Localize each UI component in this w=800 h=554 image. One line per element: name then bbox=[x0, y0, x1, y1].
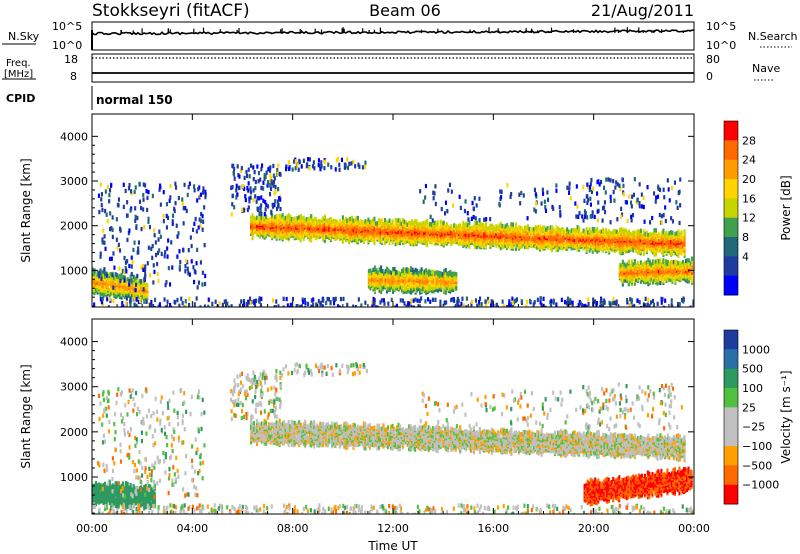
colorbar-tick-label: −25 bbox=[742, 421, 765, 434]
colorbar-segment bbox=[724, 159, 738, 180]
nsky-series bbox=[91, 29, 695, 36]
colorbar-frame bbox=[723, 120, 739, 296]
colorbar-segment bbox=[724, 330, 738, 350]
y-tick-label: 1000 bbox=[60, 264, 88, 277]
beam-title: Beam 06 bbox=[369, 1, 441, 20]
colorbar-tick-label: 28 bbox=[742, 134, 756, 147]
nsky-tick-bottom: 10^0 bbox=[52, 39, 82, 52]
echo-band bbox=[250, 418, 686, 463]
colorbar-label: Power [dB] bbox=[779, 175, 793, 240]
colorbar-segment bbox=[724, 140, 738, 161]
scatter-cells bbox=[92, 362, 694, 514]
colorbar-tick-label: 12 bbox=[742, 212, 756, 225]
time-axis-label: Time UT bbox=[367, 539, 418, 553]
colorbar-segment bbox=[724, 217, 738, 238]
colorbar-tick-label: 100 bbox=[742, 382, 763, 395]
y-tick-label: 2000 bbox=[60, 426, 88, 439]
scattered-echoes bbox=[93, 156, 694, 307]
colorbar-tick-label: −100 bbox=[742, 440, 772, 453]
nave-label: Nave bbox=[752, 62, 780, 75]
y-axis-label: Slant Range [km] bbox=[19, 158, 33, 262]
cpid-value: normal 150 bbox=[96, 93, 173, 107]
scattered-echoes bbox=[93, 362, 694, 514]
station-title: Stokkseyri (fitACF) bbox=[92, 1, 250, 21]
nsky-spikes bbox=[91, 27, 684, 50]
scatter-cells bbox=[92, 156, 694, 307]
y-tick-label: 3000 bbox=[60, 175, 88, 188]
x-tick-label: 00:00 bbox=[76, 522, 108, 535]
colorbar-segment bbox=[724, 368, 738, 389]
x-tick-label: 16:00 bbox=[477, 522, 509, 535]
colorbar-segment bbox=[724, 407, 738, 428]
colorbar-segment bbox=[724, 426, 738, 447]
nsky-label: N.Sky bbox=[8, 30, 40, 43]
freq-label-line1: Freq. bbox=[6, 58, 31, 69]
echo-band bbox=[250, 212, 686, 258]
colorbar-segment bbox=[724, 275, 738, 296]
x-tick-label: 00:00 bbox=[678, 522, 710, 535]
colorbar-segment bbox=[724, 256, 738, 277]
y-tick-label: 2000 bbox=[60, 220, 88, 233]
colorbar-tick-label: 4 bbox=[742, 250, 749, 263]
nsearch-tick-bottom: 10^0 bbox=[706, 39, 736, 52]
y-tick-label: 1000 bbox=[60, 471, 88, 484]
colorbar-segment bbox=[724, 198, 738, 219]
x-tick-label: 20:00 bbox=[578, 522, 610, 535]
nave-tick-bottom: 0 bbox=[706, 70, 713, 83]
colorbar-segment bbox=[724, 121, 738, 141]
echo-band bbox=[367, 265, 458, 296]
y-tick-label: 4000 bbox=[60, 336, 88, 349]
velocity-panel: 4000 3000 2000 1000 Slant Range [km] 00:00 04:… bbox=[19, 318, 793, 535]
echo-band bbox=[583, 466, 693, 507]
freq-strip-frame bbox=[91, 53, 695, 83]
colorbar-frame bbox=[723, 329, 739, 505]
colorbar-segment bbox=[724, 465, 738, 486]
x-tick-label: 04:00 bbox=[176, 522, 208, 535]
colorbar-segment bbox=[724, 179, 738, 199]
freq-label-line2: [MHz] bbox=[4, 69, 33, 80]
date-title: 21/Aug/2011 bbox=[591, 1, 694, 20]
colorbar-segment bbox=[724, 237, 738, 257]
colorbar-tick-label: 500 bbox=[742, 363, 763, 376]
cpid-label: CPID bbox=[6, 92, 35, 105]
echo-band bbox=[618, 256, 694, 287]
nsearch-label: N.Search bbox=[748, 30, 798, 43]
colorbar-tick-label: 25 bbox=[742, 401, 756, 414]
power-panel: 4000 3000 2000 1000 Slant Range [km] 28 24 20 16… bbox=[19, 113, 793, 308]
y-tick-label: 3000 bbox=[60, 381, 88, 394]
nsky-strip-frame bbox=[91, 21, 695, 51]
freq-tick-bottom: 8 bbox=[70, 70, 77, 83]
colorbar-tick-label: −500 bbox=[742, 459, 772, 472]
colorbar-segment bbox=[724, 484, 738, 505]
x-tick-label: 08:00 bbox=[277, 522, 309, 535]
freq-tick-top: 18 bbox=[64, 53, 78, 66]
colorbar-segment bbox=[724, 446, 738, 466]
colorbar-label: Velocity [m s⁻¹] bbox=[779, 370, 793, 463]
nsky-tick-top: 10^5 bbox=[52, 20, 82, 33]
colorbar-tick-label: 1000 bbox=[742, 343, 770, 356]
nsearch-tick-top: 10^5 bbox=[706, 20, 736, 33]
colorbar-tick-label: 20 bbox=[742, 173, 756, 186]
colorbar-tick-label: −1000 bbox=[742, 479, 779, 492]
nave-tick-top: 80 bbox=[706, 53, 720, 66]
colorbar-tick-label: 8 bbox=[742, 231, 749, 244]
colorbar-segment bbox=[724, 349, 738, 370]
x-tick-label: 12:00 bbox=[377, 522, 409, 535]
colorbar-tick-label: 16 bbox=[742, 192, 756, 205]
y-axis-label: Slant Range [km] bbox=[19, 364, 33, 468]
colorbar-tick-label: 24 bbox=[742, 154, 756, 167]
y-tick-label: 4000 bbox=[60, 130, 88, 143]
colorbar-segment bbox=[724, 388, 738, 408]
